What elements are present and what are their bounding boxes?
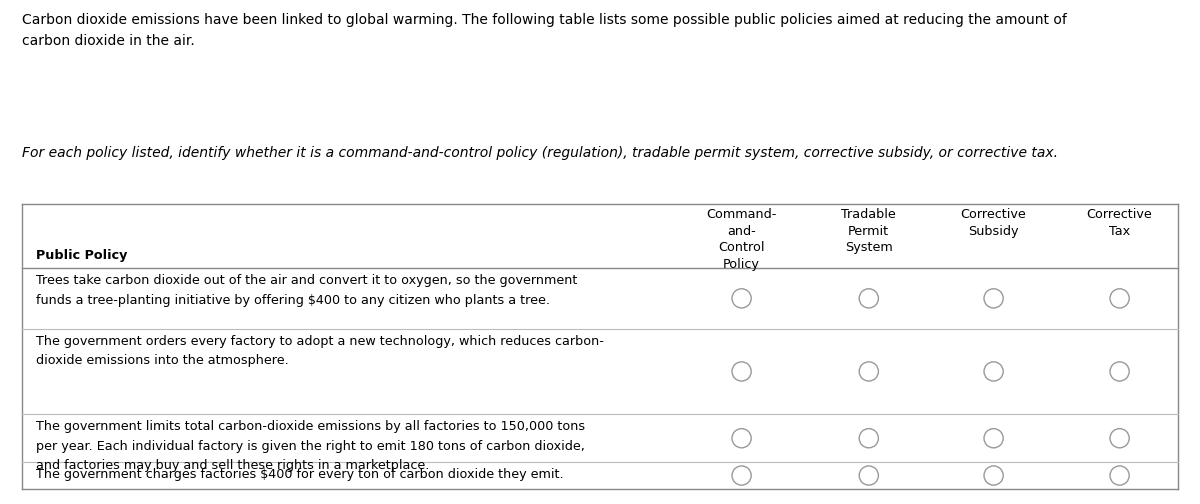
Text: For each policy listed, identify whether it is a command-and-control policy (reg: For each policy listed, identify whether… — [22, 146, 1057, 160]
Text: Carbon dioxide emissions have been linked to global warming. The following table: Carbon dioxide emissions have been linke… — [22, 13, 1067, 48]
Text: The government orders every factory to adopt a new technology, which reduces car: The government orders every factory to a… — [36, 335, 604, 367]
Text: Corrective
Tax: Corrective Tax — [1087, 208, 1152, 238]
Text: The government charges factories $400 for every ton of carbon dioxide they emit.: The government charges factories $400 fo… — [36, 468, 564, 481]
Text: The government limits total carbon-dioxide emissions by all factories to 150,000: The government limits total carbon-dioxi… — [36, 420, 586, 472]
Text: Command-
and-
Control
Policy: Command- and- Control Policy — [707, 208, 776, 271]
Text: Corrective
Subsidy: Corrective Subsidy — [961, 208, 1026, 238]
Text: Public Policy: Public Policy — [36, 248, 127, 262]
Text: Tradable
Permit
System: Tradable Permit System — [841, 208, 896, 254]
Text: Trees take carbon dioxide out of the air and convert it to oxygen, so the govern: Trees take carbon dioxide out of the air… — [36, 274, 577, 306]
